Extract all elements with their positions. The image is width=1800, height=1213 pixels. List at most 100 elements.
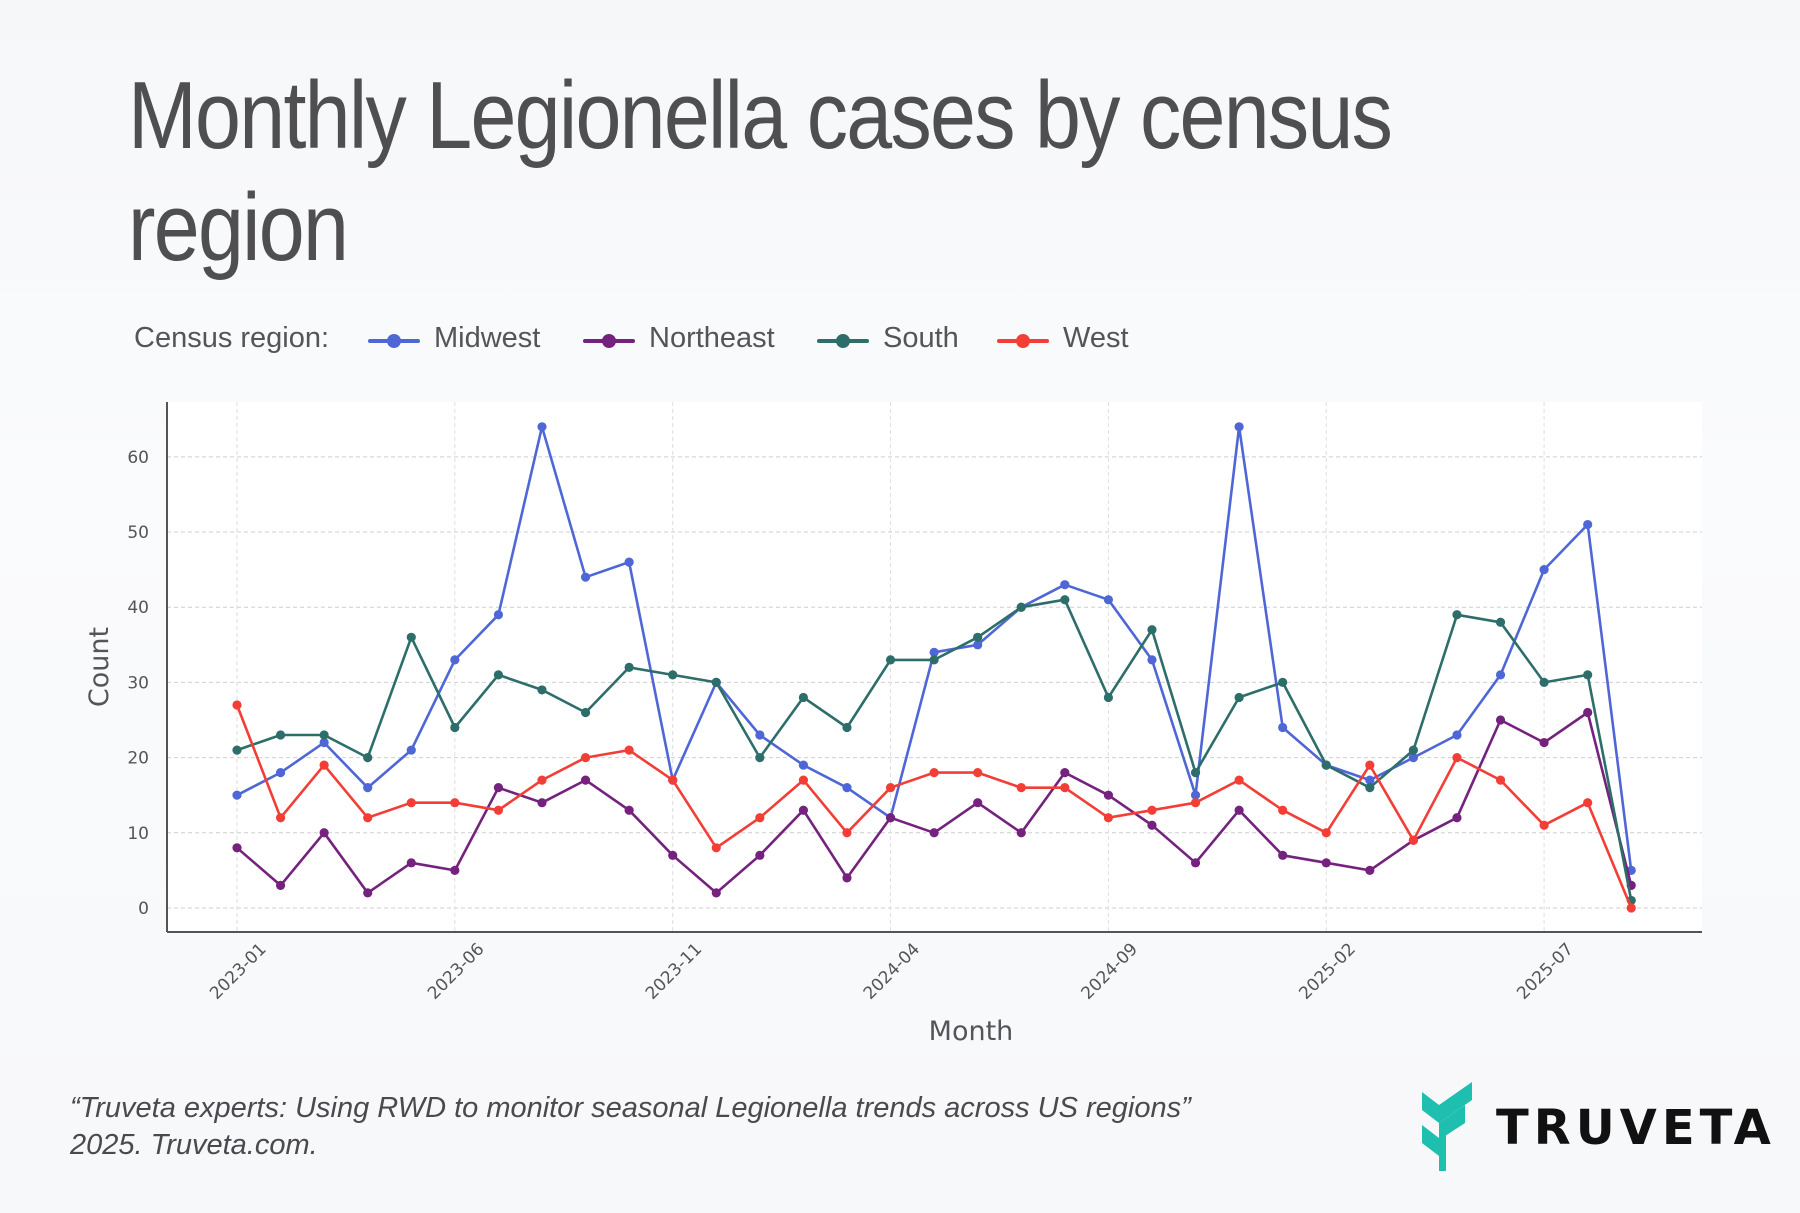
data-point-northeast[interactable]: [668, 850, 678, 860]
data-point-midwest[interactable]: [275, 768, 286, 778]
data-point-west[interactable]: [363, 813, 373, 823]
data-point-south[interactable]: [406, 632, 416, 642]
data-point-midwest[interactable]: [493, 610, 504, 620]
data-point-south[interactable]: [973, 632, 983, 642]
data-point-south[interactable]: [711, 677, 721, 688]
data-point-midwest[interactable]: [1539, 565, 1549, 575]
data-point-west[interactable]: [275, 813, 286, 823]
data-point-northeast[interactable]: [275, 880, 286, 890]
data-point-south[interactable]: [1365, 783, 1375, 793]
data-point-northeast[interactable]: [537, 798, 547, 808]
data-point-midwest[interactable]: [1190, 790, 1201, 800]
data-point-west[interactable]: [537, 775, 547, 785]
data-point-midwest[interactable]: [624, 557, 634, 567]
data-point-west[interactable]: [493, 805, 504, 815]
data-point-northeast[interactable]: [406, 858, 416, 868]
data-point-midwest[interactable]: [1365, 775, 1375, 785]
data-point-west[interactable]: [406, 798, 416, 808]
data-point-northeast[interactable]: [842, 873, 852, 883]
data-point-northeast[interactable]: [1452, 813, 1462, 823]
data-point-midwest[interactable]: [537, 422, 547, 432]
data-point-west[interactable]: [1408, 835, 1418, 845]
data-point-south[interactable]: [1321, 760, 1331, 770]
data-point-west[interactable]: [711, 843, 721, 853]
data-point-west[interactable]: [973, 768, 983, 778]
data-point-south[interactable]: [537, 685, 547, 695]
data-point-west[interactable]: [580, 752, 591, 763]
data-point-midwest[interactable]: [1147, 655, 1157, 665]
data-point-south[interactable]: [1147, 625, 1157, 635]
data-point-northeast[interactable]: [624, 805, 634, 815]
data-point-south[interactable]: [1539, 677, 1549, 688]
data-point-west[interactable]: [1278, 805, 1288, 815]
data-point-west[interactable]: [624, 745, 634, 755]
data-point-south[interactable]: [668, 670, 678, 680]
data-point-midwest[interactable]: [450, 655, 460, 665]
data-point-midwest[interactable]: [1060, 580, 1070, 590]
data-point-northeast[interactable]: [1103, 790, 1113, 800]
data-point-northeast[interactable]: [711, 888, 721, 898]
data-point-northeast[interactable]: [973, 798, 983, 808]
data-point-south[interactable]: [1016, 602, 1026, 612]
data-point-midwest[interactable]: [755, 730, 765, 740]
data-point-south[interactable]: [885, 655, 896, 665]
data-point-midwest[interactable]: [973, 640, 983, 650]
data-point-south[interactable]: [363, 752, 373, 763]
data-point-south[interactable]: [232, 745, 242, 755]
data-point-midwest[interactable]: [1452, 730, 1462, 740]
data-point-west[interactable]: [1103, 813, 1113, 823]
data-point-northeast[interactable]: [1495, 715, 1506, 725]
data-point-midwest[interactable]: [929, 647, 939, 657]
data-point-west[interactable]: [1495, 775, 1506, 785]
data-point-west[interactable]: [1234, 775, 1244, 785]
data-point-west[interactable]: [1365, 760, 1375, 770]
data-point-west[interactable]: [1016, 783, 1026, 793]
data-point-northeast[interactable]: [1583, 707, 1593, 718]
data-point-west[interactable]: [1190, 798, 1201, 808]
data-point-northeast[interactable]: [1321, 858, 1331, 868]
data-point-northeast[interactable]: [580, 775, 591, 785]
data-point-northeast[interactable]: [232, 843, 242, 853]
data-point-northeast[interactable]: [493, 783, 504, 793]
data-point-midwest[interactable]: [1408, 752, 1418, 763]
data-point-south[interactable]: [319, 730, 329, 740]
data-point-northeast[interactable]: [1190, 858, 1201, 868]
data-point-northeast[interactable]: [1234, 805, 1244, 815]
data-point-west[interactable]: [1060, 783, 1070, 793]
data-point-south[interactable]: [842, 722, 852, 733]
data-point-west[interactable]: [929, 768, 939, 778]
data-point-northeast[interactable]: [1365, 865, 1375, 875]
data-point-midwest[interactable]: [363, 783, 373, 793]
data-point-west[interactable]: [1539, 820, 1549, 830]
data-point-south[interactable]: [1060, 595, 1070, 605]
data-point-south[interactable]: [929, 655, 939, 665]
data-point-south[interactable]: [1408, 745, 1418, 755]
data-point-northeast[interactable]: [1278, 850, 1288, 860]
data-point-west[interactable]: [1452, 752, 1462, 763]
data-point-northeast[interactable]: [363, 888, 373, 898]
data-point-midwest[interactable]: [798, 760, 809, 770]
data-point-midwest[interactable]: [1495, 670, 1506, 680]
data-point-west[interactable]: [450, 798, 460, 808]
data-point-south[interactable]: [1495, 617, 1506, 627]
data-point-midwest[interactable]: [1278, 722, 1288, 733]
data-point-midwest[interactable]: [580, 572, 591, 582]
data-point-midwest[interactable]: [1103, 595, 1113, 605]
data-point-northeast[interactable]: [1060, 768, 1070, 778]
data-point-midwest[interactable]: [1583, 519, 1593, 530]
data-point-midwest[interactable]: [1234, 422, 1244, 432]
data-point-south[interactable]: [624, 662, 634, 672]
data-point-west[interactable]: [885, 783, 896, 793]
data-point-south[interactable]: [755, 752, 765, 763]
data-point-south[interactable]: [1234, 692, 1244, 703]
data-point-south[interactable]: [1190, 768, 1201, 778]
data-point-midwest[interactable]: [319, 737, 329, 748]
data-point-south[interactable]: [450, 722, 460, 733]
data-point-south[interactable]: [580, 707, 591, 718]
data-point-midwest[interactable]: [842, 783, 852, 793]
data-point-northeast[interactable]: [885, 813, 896, 823]
data-point-west[interactable]: [1147, 805, 1157, 815]
data-point-south[interactable]: [275, 730, 286, 740]
data-point-west[interactable]: [755, 813, 765, 823]
data-point-west[interactable]: [1583, 798, 1593, 808]
